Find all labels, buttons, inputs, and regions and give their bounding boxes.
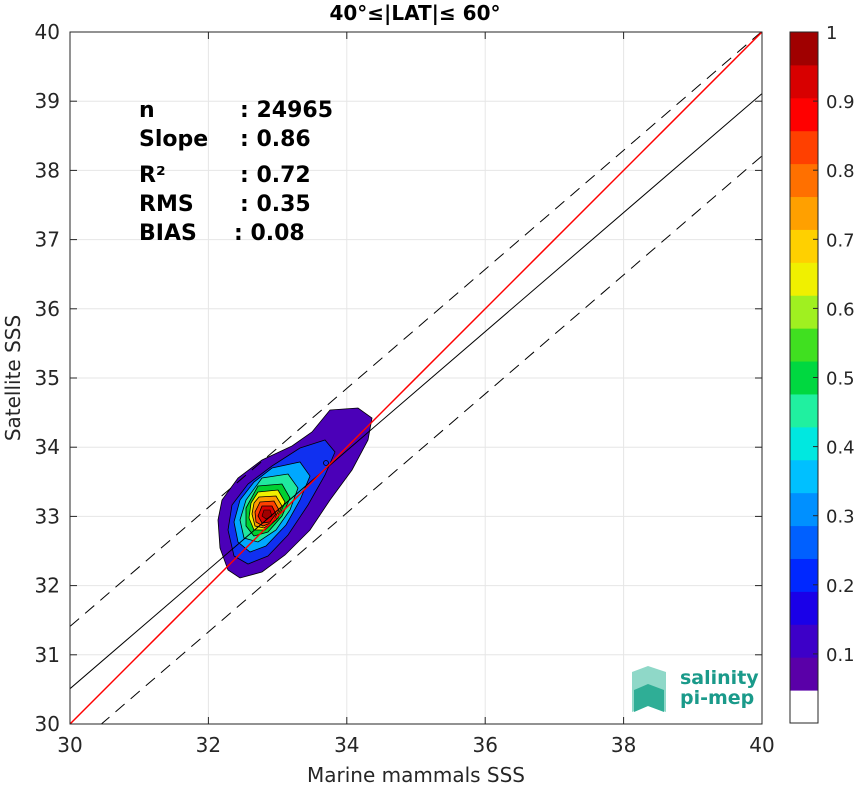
colorbar-segment (790, 262, 818, 296)
y-tick-label: 37 (35, 228, 60, 252)
colorbar-tick-label: 0.5 (826, 369, 855, 390)
colorbar-segment (790, 130, 818, 165)
colorbar-segment (790, 558, 818, 592)
colorbar-tick-label: 0.8 (826, 161, 855, 182)
x-tick-label: 30 (57, 733, 82, 757)
logo-line1: salinity (680, 667, 759, 689)
y-tick-label: 36 (35, 297, 60, 321)
colorbar-segment (790, 229, 818, 263)
colorbar-segment (790, 657, 818, 691)
x-tick-labels: 30 32 34 36 38 40 (57, 733, 774, 757)
stat-r2-label: R² (139, 163, 166, 188)
colorbar (790, 32, 818, 724)
logo-wave-front (634, 684, 664, 712)
y-tick-label: 34 (35, 435, 60, 459)
colorbar-tick-label: 0.2 (826, 576, 855, 597)
stats-block: n : 24965 Slope : 0.86 R² : 0.72 RMS : 0… (139, 98, 333, 246)
stat-n-label: n (139, 98, 155, 123)
colorbar-segment (790, 459, 818, 494)
regression-line (70, 93, 762, 690)
colorbar-segment (790, 64, 818, 99)
colorbar-tick-label: 0.9 (826, 92, 855, 113)
density-spot (323, 460, 329, 466)
x-tick-label: 38 (611, 733, 636, 757)
colorbar-segment (790, 624, 818, 658)
x-tick-label: 32 (196, 733, 221, 757)
colorbar-segment (790, 196, 818, 230)
stat-bias-label: BIAS (139, 221, 197, 246)
colorbar-segment (790, 163, 818, 198)
colorbar-tick-labels: 0.1 0.2 0.3 0.4 0.5 0.6 0.7 0.8 0.9 1 (813, 23, 855, 666)
y-tick-label: 30 (35, 712, 60, 736)
y-tick-label: 35 (35, 366, 60, 390)
x-tick-label: 36 (472, 733, 497, 757)
upper-dashed-line (70, 32, 762, 627)
colorbar-tick-label: 1 (826, 23, 837, 44)
colorbar-tick-label: 0.1 (826, 645, 855, 666)
logo-line2: pi-mep (680, 687, 754, 709)
colorbar-segment (790, 426, 818, 461)
grid (69, 31, 763, 725)
x-tick-label: 34 (334, 733, 359, 757)
lower-dashed-line (100, 155, 762, 724)
colorbar-segment (790, 295, 818, 329)
colorbar-segment (790, 32, 818, 66)
stat-rms-value: : 0.35 (240, 192, 311, 217)
stat-slope-value: : 0.86 (240, 127, 311, 152)
colorbar-tick-label: 0.7 (826, 230, 855, 251)
y-tick-label: 39 (35, 89, 60, 113)
stat-n-value: : 24965 (240, 98, 333, 123)
colorbar-tick-label: 0.4 (826, 438, 855, 459)
colorbar-segment (790, 591, 818, 625)
chart-title: 40°≤|LAT|≤ 60° (329, 1, 500, 25)
colorbar-segment (790, 97, 818, 132)
colorbar-segment (790, 525, 818, 559)
y-tick-label: 31 (35, 643, 60, 667)
y-tick-label: 38 (35, 158, 60, 182)
reference-lines (70, 32, 762, 724)
x-tick-label: 40 (749, 733, 774, 757)
colorbar-segment (790, 690, 818, 724)
identity-line (70, 32, 762, 724)
colorbar-segment (790, 492, 818, 527)
colorbar-segment (790, 328, 818, 362)
stat-bias-value: : 0.08 (234, 221, 305, 246)
y-tick-label: 40 (35, 20, 60, 44)
salinity-pimep-logo: salinity pi-mep (632, 666, 759, 712)
colorbar-segment (790, 393, 818, 428)
tick-marks (69, 31, 763, 725)
y-tick-labels: 30 31 32 33 34 35 36 37 38 39 40 (35, 20, 60, 736)
density-contours (217, 407, 373, 579)
x-axis-label: Marine mammals SSS (307, 763, 525, 786)
y-tick-label: 33 (35, 504, 60, 528)
colorbar-tick-label: 0.3 (826, 507, 855, 528)
stat-r2-value: : 0.72 (240, 163, 311, 188)
stat-rms-label: RMS (139, 192, 194, 217)
y-tick-label: 32 (35, 574, 60, 598)
stat-slope-label: Slope (139, 127, 208, 152)
y-axis-label: Satellite SSS (1, 315, 25, 441)
colorbar-tick-label: 0.6 (826, 299, 855, 320)
